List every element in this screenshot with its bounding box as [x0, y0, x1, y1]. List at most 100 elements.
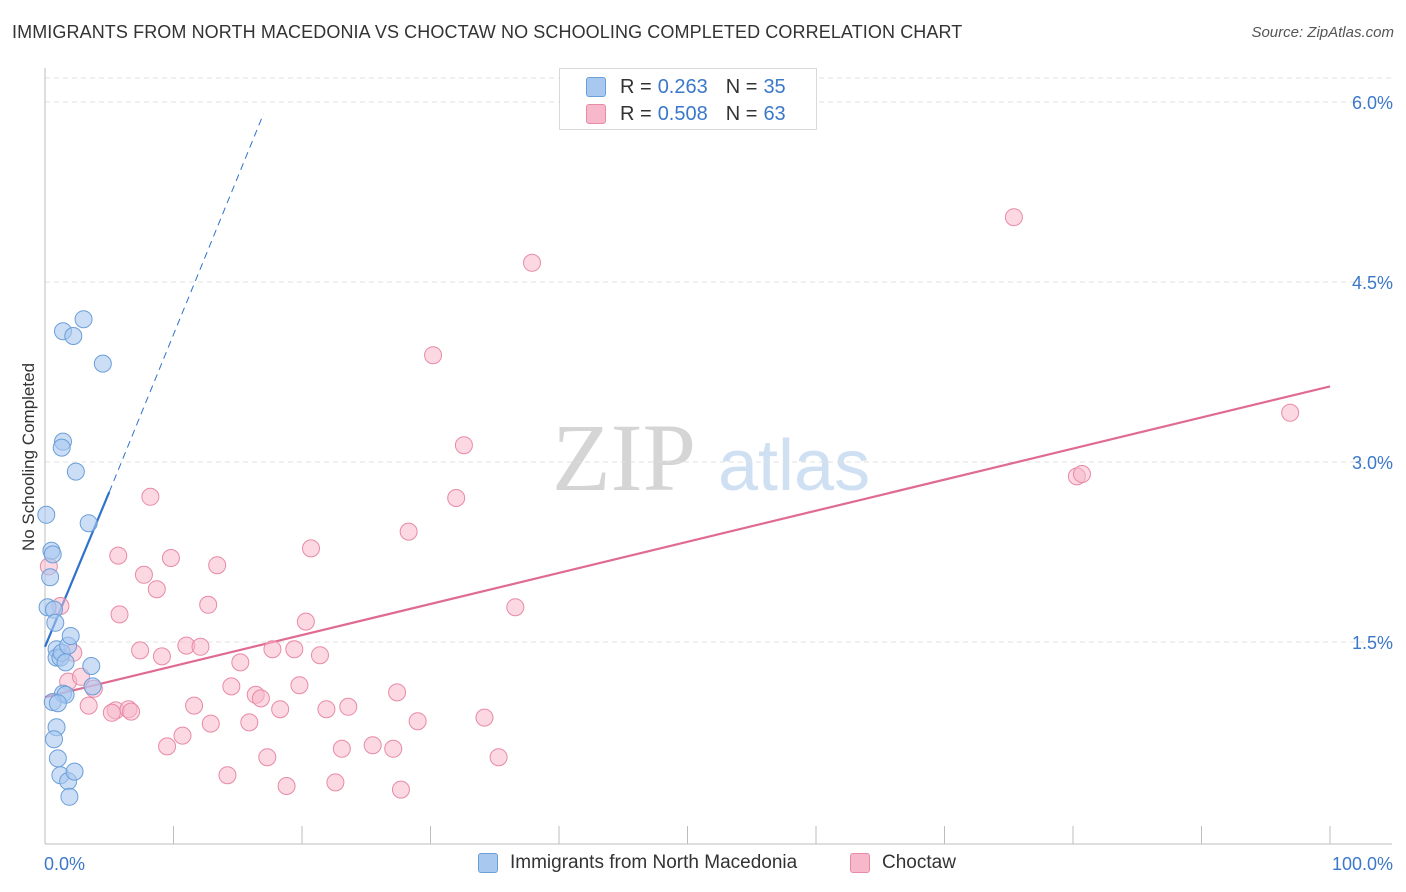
- legend-swatch-blue: [586, 77, 606, 97]
- choctaw-point: [158, 737, 177, 756]
- choctaw-point: [134, 565, 153, 584]
- macedonia-point: [64, 327, 83, 345]
- choctaw-point: [173, 726, 192, 745]
- choctaw-point: [222, 677, 241, 696]
- choctaw-point: [475, 708, 494, 727]
- macedonia-point: [83, 677, 102, 696]
- macedonia-point: [65, 762, 84, 781]
- bottom-legend-swatch-pink: [850, 853, 870, 873]
- bottom-legend-macedonia: Immigrants from North Macedonia: [478, 852, 797, 874]
- grid-lines: [45, 77, 1392, 643]
- x-tick-label: 0.0%: [44, 854, 85, 874]
- choctaw-point: [185, 696, 204, 715]
- legend-swatch-pink: [586, 104, 606, 124]
- macedonia-point: [66, 462, 85, 481]
- legend-n-label: N =: [725, 75, 758, 98]
- bottom-legend-choctaw: Choctaw: [850, 852, 956, 874]
- legend-n-label: N =: [725, 102, 758, 125]
- choctaw-point: [141, 487, 160, 506]
- choctaw-point: [339, 697, 358, 716]
- macedonia-point: [48, 749, 67, 768]
- watermark-atlas: atlas: [718, 426, 870, 506]
- choctaw-point: [506, 598, 525, 617]
- choctaw-point: [271, 700, 290, 719]
- choctaw-point: [408, 712, 427, 731]
- legend-row-macedonia: R = 0.263 N = 35: [586, 74, 786, 100]
- choctaw-point: [152, 647, 171, 666]
- stats-legend: R = 0.263 N = 35 R = 0.508 N = 63: [559, 68, 817, 130]
- choctaw-point: [363, 736, 382, 755]
- choctaw-point: [489, 748, 508, 767]
- bottom-legend-label: Choctaw: [882, 852, 956, 873]
- macedonia-trend-extension: [108, 113, 264, 493]
- choctaw-point: [218, 766, 237, 785]
- legend-r-value: 0.508: [657, 102, 708, 125]
- y-tick-label: 1.5%: [1352, 633, 1393, 653]
- macedonia-point: [37, 505, 56, 524]
- choctaw-point: [147, 580, 166, 599]
- choctaw-point: [290, 676, 309, 695]
- choctaw-point: [391, 780, 410, 799]
- macedonia-point: [79, 514, 98, 533]
- legend-r-label: R =: [620, 102, 652, 125]
- choctaw-point: [263, 640, 282, 659]
- watermark-zip: ZIP: [552, 404, 696, 511]
- axis-labels: 1.5% 3.0% 4.5% 6.0% 0.0% 100.0% No Schooling C…: [19, 93, 1393, 874]
- choctaw-point: [258, 748, 277, 767]
- choctaw-point: [447, 489, 466, 507]
- y-tick-label: 4.5%: [1352, 273, 1393, 293]
- y-tick-label: 3.0%: [1352, 453, 1393, 473]
- y-axis-title: No Schooling Completed: [19, 363, 38, 551]
- choctaw-point: [131, 641, 150, 660]
- choctaw-point: [285, 640, 304, 659]
- macedonia-point: [52, 438, 71, 457]
- macedonia-point: [74, 310, 93, 329]
- macedonia-point: [44, 730, 63, 749]
- macedonia-point: [82, 657, 101, 675]
- macedonia-point: [61, 627, 80, 645]
- macedonia-point: [56, 653, 75, 672]
- choctaw-point: [310, 646, 329, 665]
- choctaw-point: [277, 777, 296, 795]
- legend-n-value: 63: [763, 102, 786, 125]
- choctaw-point: [79, 696, 98, 715]
- choctaw-point: [332, 739, 351, 758]
- choctaw-point: [1004, 208, 1023, 227]
- macedonia-point: [48, 694, 67, 713]
- choctaw-point: [1281, 403, 1300, 422]
- bottom-legend-swatch-blue: [478, 853, 498, 873]
- choctaw-point: [301, 539, 320, 558]
- choctaw-point: [208, 556, 227, 575]
- choctaw-point: [296, 612, 315, 631]
- choctaw-point: [109, 546, 128, 565]
- choctaw-point: [317, 700, 336, 719]
- choctaw-point: [240, 713, 259, 732]
- choctaw-point: [424, 346, 443, 365]
- data-points: [37, 208, 1300, 806]
- chart-title: IMMIGRANTS FROM NORTH MACEDONIA VS CHOCT…: [12, 22, 963, 42]
- choctaw-point: [251, 689, 270, 708]
- choctaw-point: [161, 549, 180, 567]
- choctaw-point: [191, 637, 210, 656]
- x-tick-label: 100.0%: [1332, 854, 1393, 874]
- legend-r-value: 0.263: [657, 75, 708, 98]
- choctaw-point: [110, 605, 129, 624]
- choctaw-point: [199, 595, 218, 614]
- axes: [44, 68, 1392, 845]
- source-label: Source: ZipAtlas.com: [1251, 24, 1394, 41]
- y-tick-label: 6.0%: [1352, 93, 1393, 113]
- choctaw-point: [1072, 465, 1091, 483]
- legend-r-label: R =: [620, 75, 652, 98]
- macedonia-point: [60, 787, 79, 806]
- choctaw-point: [454, 436, 473, 455]
- choctaw-point: [523, 253, 542, 272]
- choctaw-trend-line: [44, 385, 1331, 699]
- choctaw-point: [399, 522, 418, 541]
- macedonia-point: [46, 613, 65, 632]
- choctaw-point: [384, 739, 403, 758]
- choctaw-point: [201, 714, 220, 733]
- choctaw-point: [388, 683, 407, 702]
- bottom-legend-label: Immigrants from North Macedonia: [510, 852, 798, 873]
- choctaw-point: [102, 703, 121, 722]
